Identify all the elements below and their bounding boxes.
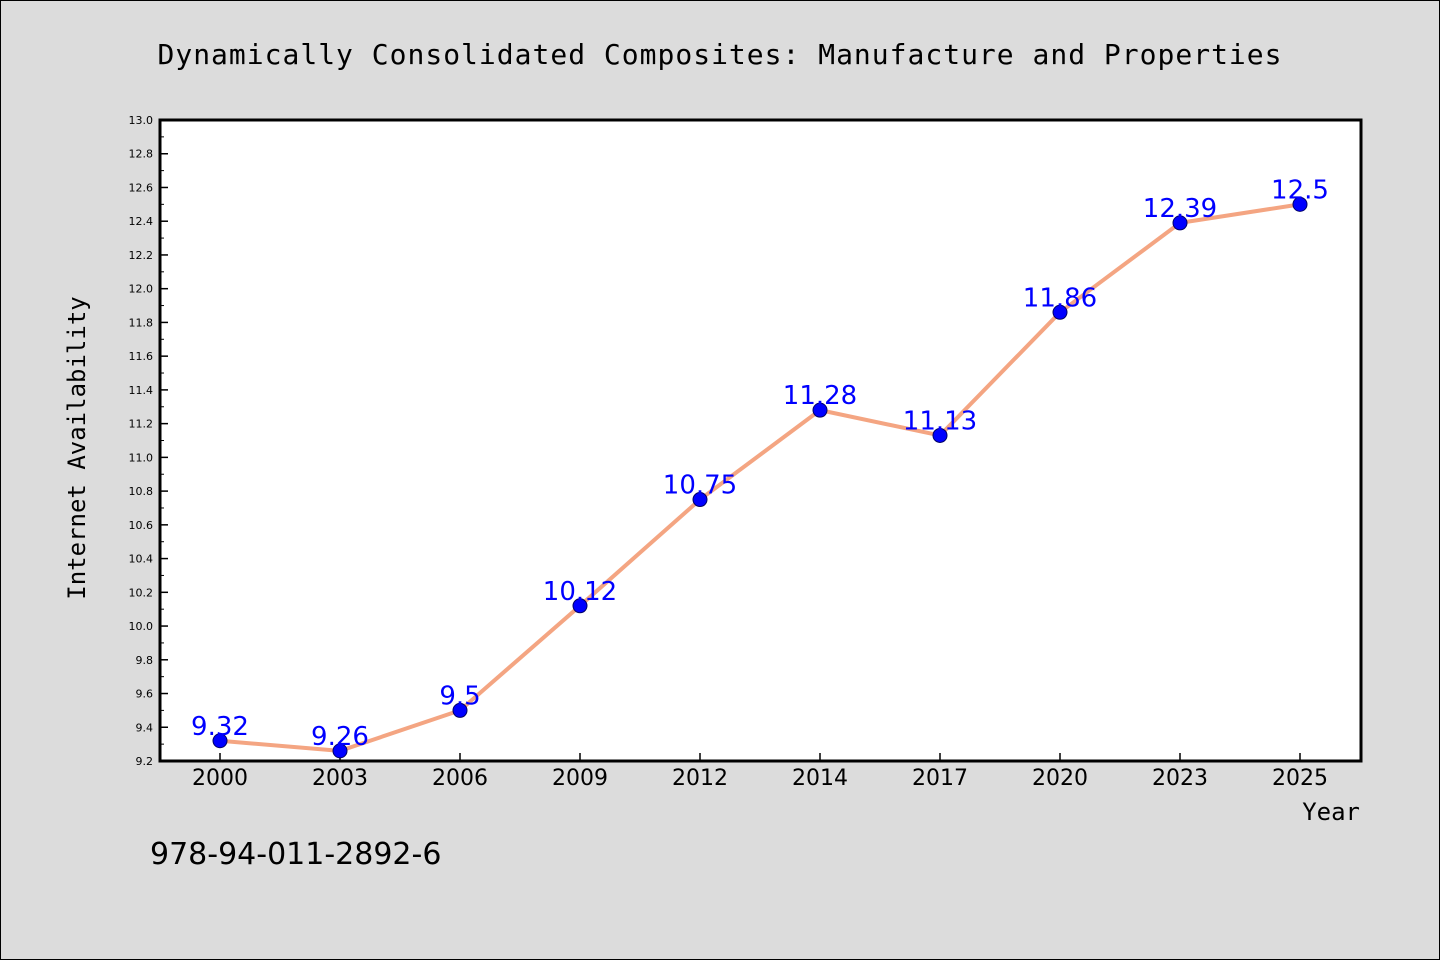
data-point — [812, 402, 828, 418]
y-tick-label: 11.4 — [129, 384, 154, 397]
x-tick-label: 2014 — [792, 766, 848, 791]
y-tick-label: 12.2 — [129, 249, 154, 262]
data-point — [1172, 215, 1188, 231]
y-tick-label: 11.2 — [129, 418, 154, 431]
data-label: 9.5 — [439, 681, 480, 711]
y-tick-label: 10.2 — [129, 586, 154, 599]
data-label: 11.28 — [783, 381, 857, 411]
y-axis: 9.2 9.4 9.6 9.8 10.0 10.2 10.4 10.6 10.8 11.0 11.2… — [129, 114, 168, 768]
plot-area — [158, 118, 1363, 763]
x-tick-label: 2012 — [672, 766, 728, 791]
data-label: 11.86 — [1023, 283, 1097, 313]
y-tick-label: 9.6 — [136, 688, 154, 701]
y-tick-label: 12.4 — [129, 215, 154, 228]
x-tick-label: 2020 — [1032, 766, 1088, 791]
x-tick-label: 2017 — [912, 766, 968, 791]
data-label: 12.39 — [1143, 194, 1217, 224]
y-tick-label: 11.0 — [129, 451, 154, 464]
data-label: 9.32 — [191, 712, 249, 742]
y-tick-label: 12.0 — [129, 283, 154, 296]
y-tick-label: 10.6 — [129, 519, 154, 532]
x-tick-label: 2025 — [1272, 766, 1328, 791]
y-tick-label: 10.4 — [129, 553, 154, 566]
data-label: 10.75 — [663, 471, 737, 501]
data-label: 11.13 — [903, 406, 977, 436]
y-tick-label: 13.0 — [129, 114, 154, 127]
data-point — [332, 743, 348, 759]
y-tick-label: 12.8 — [129, 148, 154, 161]
x-tick-label: 2000 — [192, 766, 248, 791]
data-point — [452, 702, 468, 718]
x-tick-label: 2009 — [552, 766, 608, 791]
y-tick-label: 9.8 — [136, 654, 154, 667]
data-point — [212, 733, 228, 749]
x-tick-label: 2003 — [312, 766, 368, 791]
data-label: 9.26 — [311, 722, 369, 752]
x-tick-label: 2006 — [432, 766, 488, 791]
y-tick-label: 9.2 — [136, 755, 154, 768]
y-axis-label: Internet Availability — [63, 296, 91, 599]
y-tick-label: 11.8 — [129, 316, 154, 329]
x-tick-label: 2023 — [1152, 766, 1208, 791]
series-line — [218, 202, 1302, 753]
y-tick-label: 10.0 — [129, 620, 154, 633]
y-tick-label: 10.8 — [129, 485, 154, 498]
y-tick-label: 12.6 — [129, 181, 154, 194]
x-axis: 2000 2003 2006 2009 2012 2014 2017 2020 2023 2025 — [192, 753, 1328, 791]
data-point — [572, 598, 588, 614]
series-layer: 9.32 9.26 9.5 10.12 10.75 11.28 11.13 11.86 12.3… — [191, 175, 1329, 759]
data-point — [1292, 196, 1308, 212]
data-point — [692, 492, 708, 508]
data-label: 12.5 — [1271, 175, 1329, 205]
isbn-text: 978-94-011-2892-6 — [150, 837, 441, 872]
data-point — [932, 427, 948, 443]
x-axis-label: Year — [1302, 798, 1360, 826]
y-tick-label: 9.4 — [136, 721, 154, 734]
data-point — [1052, 304, 1068, 320]
data-label: 10.12 — [543, 577, 617, 607]
chart-title: Dynamically Consolidated Composites: Man… — [157, 38, 1282, 71]
y-tick-label: 11.6 — [129, 350, 154, 363]
